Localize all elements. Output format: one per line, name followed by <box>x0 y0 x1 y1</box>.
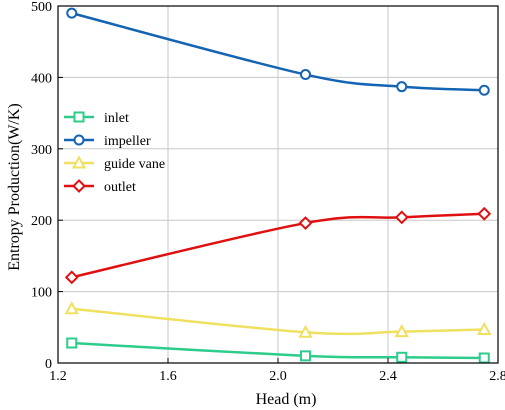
series-impeller <box>66 7 490 96</box>
grid <box>58 6 498 363</box>
legend-label: inlet <box>104 111 129 126</box>
series-outlet <box>64 206 492 285</box>
data-point-impeller <box>396 81 408 93</box>
legend: inlet impeller guide vane outlet <box>64 111 165 195</box>
y-tick-label: 500 <box>31 0 52 15</box>
y-tick-label: 400 <box>31 71 52 86</box>
legend-marker <box>73 111 85 123</box>
data-point-guide-vane <box>64 301 79 315</box>
data-point-inlet <box>66 337 78 349</box>
data-point-impeller <box>478 84 490 96</box>
legend-marker <box>72 179 86 193</box>
legend-item-outlet: outlet <box>64 179 136 195</box>
x-tick-label: 2.4 <box>379 369 397 384</box>
legend-label: outlet <box>104 180 136 195</box>
legend-marker <box>71 155 87 169</box>
data-point-inlet <box>300 350 311 362</box>
y-axis-title: Entropy Production(W/K) <box>6 103 23 271</box>
legend-item-inlet: inlet <box>64 111 129 126</box>
x-axis-title: Head (m) <box>256 391 317 408</box>
y-tick-label: 200 <box>31 214 52 229</box>
legend-item-impeller: impeller <box>64 134 151 149</box>
series-inlet <box>66 337 490 364</box>
series-line-inlet <box>71 341 485 360</box>
data-point-impeller <box>66 7 78 19</box>
data-point-inlet <box>396 351 408 363</box>
y-tick-label: 300 <box>31 143 52 158</box>
data-point-guide-vane <box>298 324 313 338</box>
x-tick-label: 2.8 <box>489 369 505 384</box>
data-point-outlet <box>477 206 492 221</box>
series-line-outlet <box>71 212 485 279</box>
axes: 1.2 1.6 2.0 2.4 2.8 0 100 200 300 400 500 <box>31 0 505 384</box>
legend-marker <box>73 134 85 146</box>
series-line-guide-vane <box>71 307 485 336</box>
y-tick-label: 100 <box>31 286 52 301</box>
data-point-outlet <box>64 270 79 285</box>
x-tick-label: 2.0 <box>269 369 287 384</box>
y-tick-label: 0 <box>45 357 52 372</box>
legend-label: impeller <box>104 134 151 149</box>
plot-series <box>64 7 492 364</box>
series-guide-vane <box>64 301 492 338</box>
x-tick-label: 1.6 <box>159 369 177 384</box>
data-point-impeller <box>300 69 311 81</box>
x-tick-label: 1.2 <box>49 369 67 384</box>
data-point-inlet <box>478 352 490 364</box>
data-point-outlet <box>298 216 313 230</box>
legend-label: guide vane <box>104 157 165 172</box>
legend-item-guide-vane: guide vane <box>64 155 165 172</box>
data-point-guide-vane <box>394 324 409 338</box>
data-point-guide-vane <box>477 321 492 335</box>
series-line-impeller <box>71 11 485 92</box>
data-point-outlet <box>394 210 409 225</box>
